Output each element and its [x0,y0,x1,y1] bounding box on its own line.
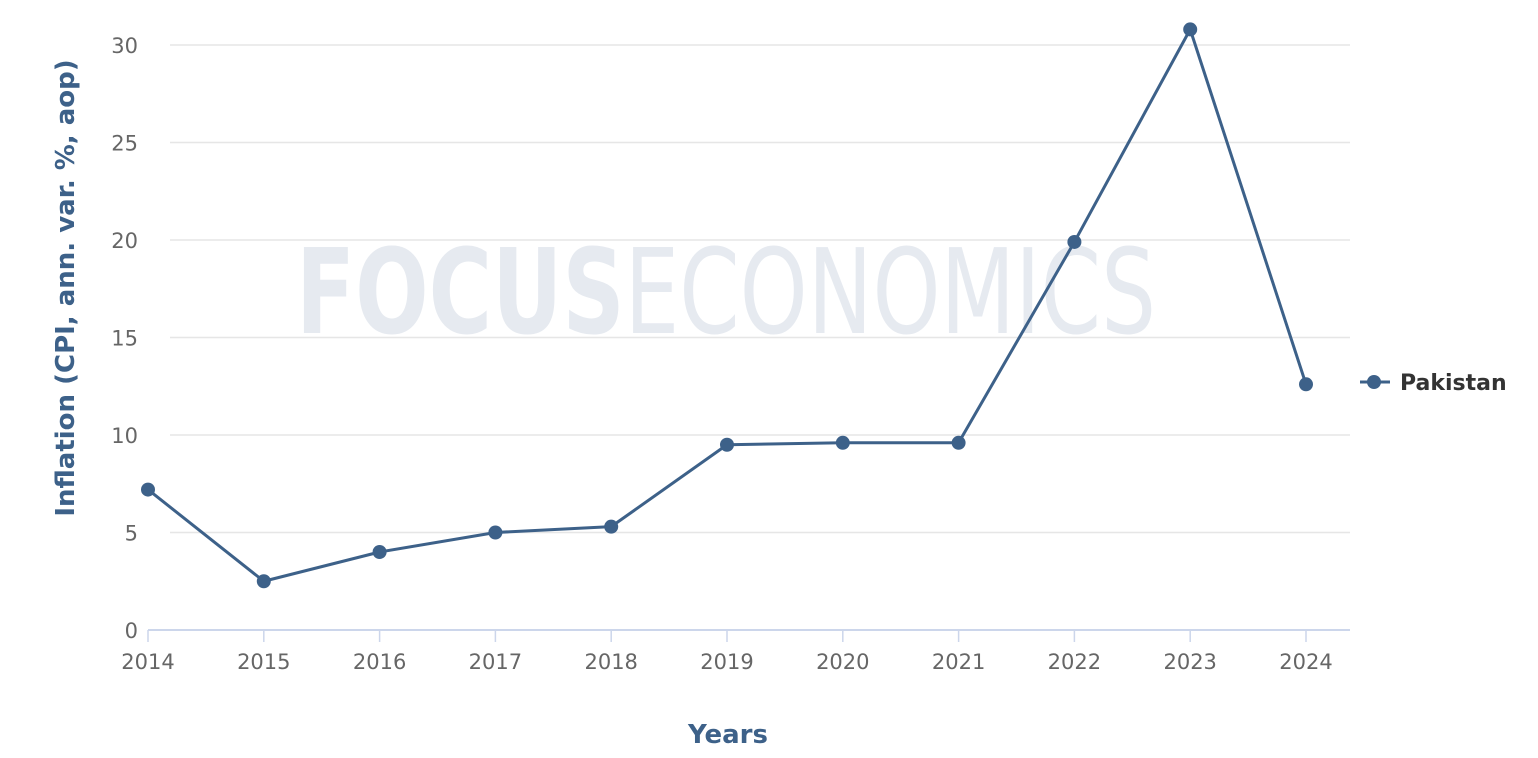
x-axis-title: Years [687,720,768,750]
x-tick-label-2024: 2024 [1279,650,1332,674]
y-tick-label-30: 30 [111,34,138,58]
x-tick-label-2016: 2016 [353,650,406,674]
x-tick-label-2020: 2020 [816,650,869,674]
data-point-2021[interactable] [951,435,966,450]
legend-item-pakistan[interactable]: Pakistan [1400,371,1507,396]
y-tick-label-20: 20 [111,229,138,253]
data-point-2017[interactable] [488,525,503,540]
y-tick-label-10: 10 [111,424,138,448]
x-tick-label-2023: 2023 [1163,650,1216,674]
data-point-2019[interactable] [720,437,734,452]
y-axis-title: Inflation (CPI, ann. var. %, aop) [51,59,81,516]
data-point-2016[interactable] [372,545,387,559]
y-tick-label-0: 0 [125,619,138,643]
y-tick-label-5: 5 [125,522,138,546]
data-point-2023[interactable] [1183,22,1198,37]
legend-symbol-marker [1367,375,1381,389]
x-tick-label-2015: 2015 [237,650,290,674]
legend[interactable]: Pakistan [1360,371,1507,396]
data-point-2024[interactable] [1299,377,1313,392]
clipped-caption-text [0,744,1538,754]
series-group [141,22,1313,589]
x-tick-label-2021: 2021 [932,650,985,674]
y-tick-label-15: 15 [111,327,138,351]
grid-lines [170,44,1350,534]
data-point-2014[interactable] [141,482,155,497]
svg-text:FOCUSECONOMICS: FOCUSECONOMICS [296,223,1156,361]
y-axis-ticks: 0 5 10 15 20 25 30 [111,34,138,643]
x-tick-label-2018: 2018 [584,650,637,674]
data-point-2022[interactable] [1067,234,1082,249]
x-axis: 2014 2015 2016 2017 2018 2019 2020 2021 2022 2023… [121,629,1350,674]
watermark: FOCUSECONOMICS [296,223,1156,361]
y-tick-label-25: 25 [111,132,138,156]
data-point-2018[interactable] [604,519,619,534]
watermark-bold: FOCUS [296,223,625,361]
x-tick-label-2014: 2014 [121,650,174,674]
x-tick-label-2022: 2022 [1048,650,1101,674]
x-tick-label-2019: 2019 [700,650,753,674]
data-point-2015[interactable] [256,574,271,589]
x-tick-label-2017: 2017 [469,650,522,674]
data-point-2020[interactable] [835,435,850,450]
